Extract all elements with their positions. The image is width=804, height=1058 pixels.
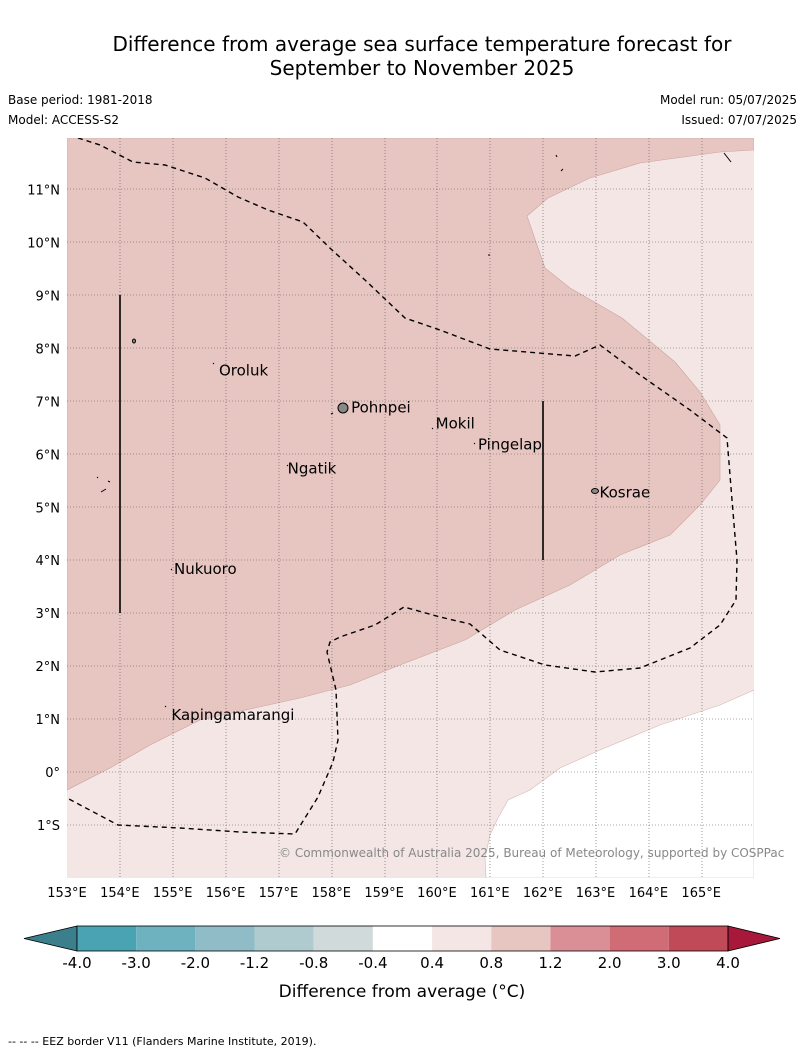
colorbar-swatch: [195, 926, 255, 951]
colorbar-swatch: [77, 926, 137, 951]
model-name: Model: ACCESS-S2: [8, 113, 120, 127]
colorbar-label: -2.0: [181, 954, 210, 972]
pohnpei-island-icon: [337, 402, 349, 414]
anomaly-band-0.8-1.2: [67, 138, 754, 791]
colorbar-label: -4.0: [62, 954, 91, 972]
lat-tick-label: 2°N: [36, 660, 61, 675]
lon-tick-label: 165°E: [681, 886, 721, 901]
map-panel: [67, 138, 754, 878]
colorbar-swatch: [254, 926, 314, 951]
place-label-nukuoro: Nukuoro: [174, 560, 237, 578]
longitude-tick-labels: 153°E 154°E 155°E 156°E 157°E 158°E 159°E 160°E…: [47, 886, 721, 901]
lon-tick-label: 154°E: [100, 886, 140, 901]
model-run: Model run: 05/07/2025: [659, 93, 797, 107]
anomaly-band-0.4-0.8-lower-right: [484, 689, 754, 878]
colorbar-over-arrow: [727, 925, 781, 952]
colorbar: -4.0 -3.0 -2.0 -1.2 -0.8 -0.4 0.4 0.8 1.2 2.0 3.0 4…: [23, 925, 781, 972]
lon-tick-label: 163°E: [576, 886, 616, 901]
colorbar-swatch: [313, 926, 373, 951]
lon-tick-label: 161°E: [470, 886, 510, 901]
lon-tick-label: 160°E: [417, 886, 457, 901]
lon-tick-label: 159°E: [364, 886, 404, 901]
colorbar-label: 1.2: [539, 954, 563, 972]
colorbar-frame: [76, 925, 729, 952]
colorbar-swatch: [372, 926, 433, 951]
colorbar-swatch: [550, 926, 610, 951]
atoll-marks-icon: [96, 152, 732, 708]
lon-tick-label: 153°E: [47, 886, 87, 901]
colorbar-label: 0.8: [479, 954, 503, 972]
lon-tick-label: 164°E: [629, 886, 669, 901]
colorbar-label: 0.4: [420, 954, 444, 972]
place-label-kosrae: Kosrae: [600, 483, 651, 501]
colorbar-under-arrow: [23, 925, 78, 952]
colorbar-swatch: [668, 926, 728, 951]
lat-tick-label: 11°N: [27, 184, 60, 199]
colorbar-title: Difference from average (°C): [279, 982, 526, 1002]
colorbar-label: 3.0: [657, 954, 681, 972]
colorbar-label: -0.8: [299, 954, 328, 972]
place-label-oroluk: Oroluk: [219, 362, 268, 380]
title-line-2: September to November 2025: [269, 56, 575, 80]
lon-tick-label: 158°E: [311, 886, 351, 901]
lat-tick-label: 9°N: [36, 289, 61, 304]
lat-tick-label: 6°N: [36, 448, 61, 463]
lat-tick-label: 1°S: [37, 819, 60, 834]
islands: [96, 152, 732, 708]
kosrae-island-icon: [591, 488, 599, 494]
footer-note: -- -- -- EEZ border V11 (Flanders Marine…: [8, 1035, 317, 1048]
lat-tick-label: 5°N: [36, 501, 61, 516]
place-label-pohnpei: Pohnpei: [351, 399, 411, 417]
lat-tick-label: 8°N: [36, 342, 61, 357]
lat-tick-label: 0°: [45, 766, 60, 781]
lat-tick-label: 4°N: [36, 554, 61, 569]
eez-border: [67, 138, 738, 835]
lon-tick-label: 162°E: [523, 886, 563, 901]
title-line-1: Difference from average sea surface temp…: [112, 32, 732, 56]
lat-tick-label: 1°N: [36, 713, 61, 728]
lat-tick-label: 10°N: [27, 237, 60, 252]
place-label-ngatik: Ngatik: [288, 460, 337, 478]
colorbar-label: 2.0: [598, 954, 622, 972]
colorbar-label: -0.4: [358, 954, 387, 972]
base-period: Base period: 1981-2018: [8, 93, 153, 107]
lat-tick-label: 3°N: [36, 607, 61, 622]
issued-date: Issued: 07/07/2025: [681, 113, 797, 127]
colorbar-swatch: [609, 926, 669, 951]
colorbar-swatch: [136, 926, 196, 951]
lat-tick-label: 7°N: [36, 395, 61, 410]
colorbar-label: -3.0: [122, 954, 151, 972]
lon-tick-label: 155°E: [153, 886, 193, 901]
place-label-kapingamarangi: Kapingamarangi: [171, 706, 294, 724]
place-label-pingelap: Pingelap: [478, 436, 542, 454]
latitude-tick-labels: 11°N 10°N 9°N 8°N 7°N 6°N 5°N 4°N 3°N 2°N 1°N 0° 1°S: [27, 184, 60, 834]
colorbar-swatch: [491, 926, 551, 951]
copyright-text: © Commonwealth of Australia 2025, Bureau…: [279, 846, 784, 860]
place-label-mokil: Mokil: [436, 415, 475, 433]
colorbar-swatch: [432, 926, 492, 951]
colorbar-label: -1.2: [240, 954, 269, 972]
colorbar-label: 4.0: [716, 954, 740, 972]
gridlines: [67, 138, 754, 878]
lon-tick-label: 156°E: [206, 886, 246, 901]
small-atoll-icon: [132, 338, 136, 344]
chart-title: Difference from average sea surface temp…: [0, 32, 804, 80]
lon-tick-label: 157°E: [259, 886, 299, 901]
